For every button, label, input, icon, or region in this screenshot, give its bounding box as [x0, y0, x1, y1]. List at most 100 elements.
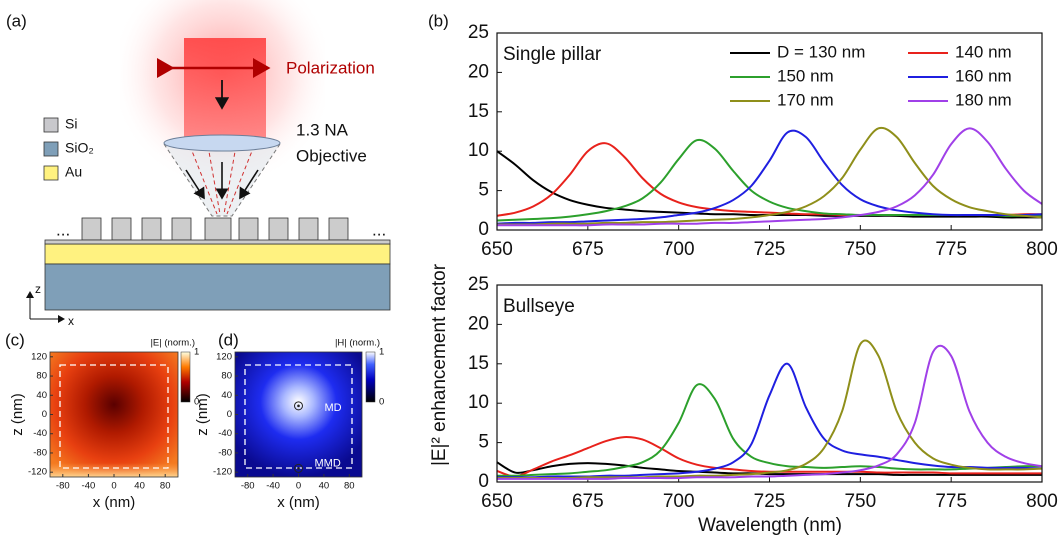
material-legend: Si SiO₂ Au — [43, 116, 94, 181]
y-tick-label: 10 — [468, 140, 489, 161]
y-tick-label: -40 — [33, 428, 47, 439]
x-tick-label: 80 — [344, 481, 355, 492]
spectrum-line — [497, 344, 1043, 480]
focus-arrow — [185, 169, 205, 200]
x-tick-label: 750 — [844, 491, 876, 512]
material-label: Si — [65, 116, 77, 132]
spectrum-line — [496, 138, 1042, 222]
y-tick-label: 5 — [478, 180, 489, 201]
y-tick-label: 120 — [31, 351, 47, 362]
pillar — [204, 217, 232, 241]
y-tick-label: 15 — [468, 353, 489, 374]
y-tick-label: 120 — [216, 351, 232, 362]
field-map — [235, 352, 362, 477]
y-tick-label: 80 — [221, 371, 232, 382]
legend-label: 160 nm — [955, 66, 1012, 85]
pillar — [81, 217, 102, 241]
na-label: 1.3 NA — [296, 120, 349, 139]
x-tick-label: -80 — [241, 481, 255, 492]
x-axis-label: x — [68, 314, 74, 328]
colorbar-label: |H| (norm.) — [335, 338, 380, 349]
ellipsis: ... — [56, 220, 70, 239]
chart-title: Bullseye — [503, 296, 575, 317]
unit-cell-outline — [59, 364, 169, 469]
spectrum-line — [496, 461, 1043, 476]
spectrum-line — [497, 339, 1043, 480]
colorbar-tick-label: 0 — [379, 397, 384, 408]
colorbar-tick-label: 1 — [379, 347, 384, 358]
field-map-edge — [235, 463, 362, 477]
dipole-marker — [294, 401, 303, 411]
y-tick-label: -120 — [213, 467, 232, 478]
plot-frame — [496, 32, 1043, 231]
y-tick-label: 25 — [468, 274, 489, 295]
x-tick-label: 725 — [754, 239, 786, 260]
y-tick-label: 15 — [468, 101, 489, 122]
plot-frame — [496, 284, 1043, 483]
objective-label: Objective — [296, 146, 367, 165]
field-map — [50, 352, 178, 477]
legend-label: D = 130 nm — [777, 42, 865, 61]
x-tick-label: -40 — [82, 481, 96, 492]
x-tick-label: 650 — [481, 491, 513, 512]
x-tick-label: 775 — [935, 491, 967, 512]
x-tick-label: 0 — [296, 481, 301, 492]
mode-label: MD — [325, 402, 342, 414]
colorbar-tick-label: 0 — [194, 397, 199, 408]
colorbar-label: |E| (norm.) — [150, 338, 195, 349]
sio2-layer — [44, 263, 391, 311]
colorbar — [365, 351, 376, 403]
y-tick-label: 0 — [42, 409, 47, 420]
y-tick-label: 20 — [468, 61, 489, 82]
mode-label: MMD — [315, 457, 341, 469]
z-axis-label: z — [35, 282, 41, 296]
material-label: SiO₂ — [65, 140, 94, 156]
pillar — [238, 217, 259, 241]
pillar — [141, 217, 162, 241]
legend-label: 170 nm — [777, 90, 834, 109]
x-axis-title: x (nm) — [93, 494, 136, 511]
x-tick-label: 750 — [844, 239, 876, 260]
spectrum-line — [496, 436, 1042, 478]
panel-label: (b) — [428, 11, 449, 30]
pillar — [328, 217, 349, 241]
au-layer — [44, 243, 391, 265]
y-tick-label: 20 — [468, 313, 489, 334]
pillar — [111, 217, 132, 241]
field-map-edge — [50, 463, 178, 477]
panel-label: (c) — [5, 330, 25, 349]
x-tick-label: 800 — [1026, 239, 1058, 260]
x-tick-label: -40 — [266, 481, 280, 492]
y-tick-label: -80 — [218, 447, 232, 458]
pillars — [44, 217, 391, 311]
y-tick-label: 40 — [221, 390, 232, 401]
pillar — [171, 217, 192, 241]
panel-a: (a) Polarization 1.3 NA Objective Si SiO₂… — [6, 0, 391, 328]
laser-beam — [184, 38, 266, 144]
pillar — [298, 217, 319, 241]
panel-label: (a) — [6, 11, 27, 30]
spectrum-line — [497, 126, 1043, 226]
x-tick-label: 700 — [663, 239, 695, 260]
y-tick-label: 0 — [478, 219, 489, 240]
y-tick-label: 80 — [36, 371, 47, 382]
spectrum-line — [496, 127, 1043, 227]
legend-label: 140 nm — [955, 42, 1012, 61]
y-axis-title: |E|² enhancement factor — [429, 263, 450, 466]
y-axis-title: z (nm) — [194, 393, 211, 436]
y-tick-label: 0 — [227, 409, 232, 420]
legend-label: 180 nm — [955, 90, 1012, 109]
material-swatch — [43, 117, 59, 133]
si-layer — [44, 239, 391, 245]
x-tick-label: 40 — [134, 481, 145, 492]
x-tick-label: 725 — [754, 491, 786, 512]
y-tick-label: -40 — [218, 428, 232, 439]
colorbar-tick-label: 1 — [194, 347, 199, 358]
rays — [189, 145, 255, 215]
x-tick-label: 775 — [935, 239, 967, 260]
pillar — [268, 217, 289, 241]
focus-arrow — [239, 169, 259, 200]
y-tick-label: 40 — [36, 390, 47, 401]
x-tick-label: 675 — [572, 491, 604, 512]
